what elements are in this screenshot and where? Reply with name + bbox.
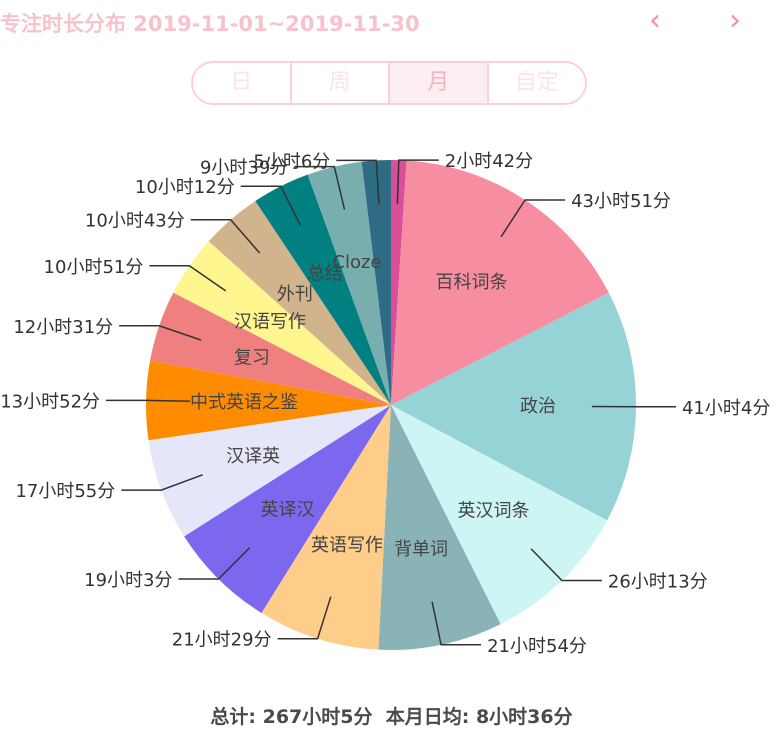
pie-slice — [146, 360, 391, 441]
leader-line — [121, 474, 203, 491]
daily-average: 本月日均: 8小时36分 — [385, 706, 573, 728]
slice-name-label: 政治 — [520, 396, 556, 417]
pie-slice — [361, 160, 391, 405]
leader-line — [240, 185, 302, 226]
slice-value-label: 10小时12分 — [135, 177, 235, 198]
slice-value-label: 10小时43分 — [85, 211, 185, 232]
pie-slice — [150, 292, 391, 405]
slice-name-label: 英语写作 — [311, 535, 383, 556]
slice-name-label: 英译汉 — [261, 499, 315, 520]
slice-name-label: Cloze — [332, 252, 381, 273]
pie-slice — [208, 201, 391, 405]
tab-day[interactable]: 日 — [193, 63, 292, 103]
tab-custom[interactable]: 自定 — [514, 70, 559, 95]
slice-name-label: 百科词条 — [435, 272, 507, 293]
slice-name-label: 英汉词条 — [458, 500, 530, 521]
summary-footer: 总计: 267小时5分 本月日均: 8小时36分 — [0, 702, 783, 729]
slice-name-label: 汉语写作 — [234, 311, 306, 332]
slice-name-label: 中式英语之鉴 — [190, 392, 298, 413]
leader-line — [500, 199, 566, 238]
pie-slice — [378, 405, 501, 650]
pie-slice — [173, 241, 391, 405]
leader-line — [277, 596, 332, 640]
page-title: 专注时长分布 2019-11-01~2019-11-30 — [0, 12, 420, 36]
slice-name-label: 总结 — [307, 264, 343, 285]
slice-value-label: 43小时51分 — [571, 191, 671, 212]
leader-line — [396, 159, 439, 205]
slice-value-label: 41小时4分 — [682, 398, 770, 419]
tab-month[interactable]: 月 — [390, 63, 489, 103]
slice-name-label: 外刊 — [277, 284, 313, 305]
slice-value-label: 12小时31分 — [13, 317, 113, 338]
chevron-left-icon[interactable]: ‹ — [649, 3, 661, 38]
leader-line — [294, 165, 346, 210]
slice-value-label: 19小时3分 — [84, 570, 172, 591]
pie-slice — [391, 160, 609, 405]
slice-value-label: 17小时55分 — [15, 481, 115, 502]
pie-slice — [391, 159, 407, 405]
pie-slice — [391, 292, 637, 521]
chevron-right-icon[interactable]: › — [729, 3, 741, 38]
slice-value-label: 21小时29分 — [172, 630, 272, 651]
pie-slice — [307, 161, 391, 405]
slice-value-label: 5小时6分 — [253, 151, 330, 172]
slice-name-label: 背单词 — [394, 539, 448, 560]
tab-week[interactable]: 周 — [292, 63, 390, 103]
slice-value-label: 10小时51分 — [44, 257, 144, 278]
slice-value-label: 13小时52分 — [0, 391, 100, 412]
leader-line — [190, 218, 261, 254]
pie-slice — [261, 405, 391, 650]
slice-value-label: 26小时13分 — [608, 572, 708, 593]
leader-line — [431, 601, 482, 646]
pie-slice — [148, 405, 391, 537]
total-duration: 总计: 267小时5分 — [210, 706, 373, 728]
slice-value-label: 21小时54分 — [487, 636, 587, 657]
pie-slice — [391, 405, 608, 625]
leader-line — [119, 325, 202, 341]
leader-line — [149, 265, 227, 292]
slice-value-label: 9小时39分 — [200, 158, 288, 179]
slice-value-label: 2小时42分 — [445, 151, 533, 172]
leader-line — [178, 547, 251, 580]
slice-name-label: 汉译英 — [226, 446, 280, 467]
period-segmented-control: 日 周 月 自定 — [191, 61, 587, 105]
leader-line — [336, 159, 380, 205]
slice-name-label: 复习 — [234, 347, 270, 368]
leader-line — [530, 548, 602, 582]
leader-line — [106, 399, 191, 402]
pie-slice — [255, 174, 391, 405]
